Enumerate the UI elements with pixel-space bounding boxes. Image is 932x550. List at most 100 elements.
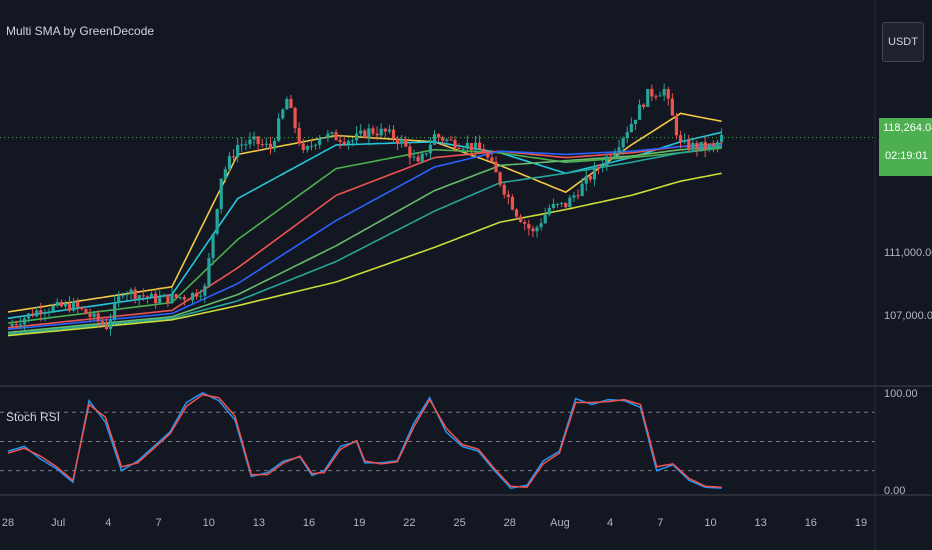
candle-body[interactable] bbox=[699, 141, 703, 150]
candle-body[interactable] bbox=[543, 214, 547, 224]
candle-body[interactable] bbox=[687, 140, 691, 150]
candle-body[interactable] bbox=[244, 144, 248, 146]
candle-body[interactable] bbox=[547, 208, 551, 215]
candle-body[interactable] bbox=[178, 297, 182, 299]
sma-line-8[interactable] bbox=[7, 172, 722, 337]
candle-body[interactable] bbox=[231, 156, 236, 158]
candle-body[interactable] bbox=[395, 138, 400, 144]
candle-body[interactable] bbox=[646, 89, 650, 107]
candle-body[interactable] bbox=[313, 144, 318, 146]
candle-body[interactable] bbox=[560, 202, 564, 204]
candle-body[interactable] bbox=[121, 295, 125, 297]
candle-body[interactable] bbox=[22, 318, 27, 325]
candle-body[interactable] bbox=[108, 319, 113, 330]
candle-body[interactable] bbox=[39, 310, 43, 314]
candle-body[interactable] bbox=[92, 313, 96, 317]
candle-body[interactable] bbox=[609, 156, 613, 158]
sma-line-3[interactable] bbox=[7, 147, 722, 324]
candle-body[interactable] bbox=[326, 133, 330, 138]
candle-body[interactable] bbox=[564, 202, 568, 208]
candle-body[interactable] bbox=[424, 153, 428, 155]
candle-body[interactable] bbox=[568, 197, 572, 208]
candle-body[interactable] bbox=[162, 294, 166, 298]
candle-body[interactable] bbox=[322, 137, 326, 139]
candle-body[interactable] bbox=[510, 196, 515, 210]
candle-body[interactable] bbox=[35, 310, 39, 317]
candle-body[interactable] bbox=[14, 324, 18, 326]
candle-body[interactable] bbox=[141, 295, 145, 297]
candle-body[interactable] bbox=[387, 129, 391, 132]
candle-body[interactable] bbox=[305, 146, 309, 150]
candle-body[interactable] bbox=[691, 142, 695, 150]
candle-body[interactable] bbox=[473, 142, 478, 151]
candle-body[interactable] bbox=[350, 140, 355, 142]
candle-body[interactable] bbox=[383, 128, 387, 132]
candle-body[interactable] bbox=[227, 156, 232, 170]
candle-body[interactable] bbox=[617, 147, 621, 153]
candle-body[interactable] bbox=[190, 292, 195, 301]
candle-body[interactable] bbox=[113, 302, 117, 320]
candle-body[interactable] bbox=[67, 303, 72, 311]
candle-body[interactable] bbox=[650, 89, 654, 97]
candle-body[interactable] bbox=[469, 143, 474, 151]
candle-body[interactable] bbox=[428, 144, 432, 154]
candle-body[interactable] bbox=[289, 98, 293, 108]
candle-body[interactable] bbox=[555, 203, 560, 205]
candle-body[interactable] bbox=[531, 228, 535, 232]
candle-body[interactable] bbox=[420, 153, 424, 162]
candle-body[interactable] bbox=[572, 195, 576, 198]
candle-body[interactable] bbox=[346, 141, 350, 144]
candle-body[interactable] bbox=[482, 148, 486, 154]
candle-body[interactable] bbox=[72, 301, 76, 311]
candle-body[interactable] bbox=[104, 324, 109, 330]
candle-body[interactable] bbox=[88, 313, 92, 317]
candle-body[interactable] bbox=[301, 143, 305, 150]
candle-body[interactable] bbox=[256, 136, 260, 145]
candle-body[interactable] bbox=[309, 145, 314, 147]
candle-body[interactable] bbox=[236, 144, 240, 158]
price-pane[interactable] bbox=[0, 83, 875, 337]
candle-body[interactable] bbox=[18, 324, 22, 326]
candle-body[interactable] bbox=[629, 124, 633, 133]
indicator-title[interactable]: Multi SMA by GreenDecode bbox=[6, 24, 155, 38]
candle-body[interactable] bbox=[248, 139, 252, 145]
candle-body[interactable] bbox=[174, 294, 178, 298]
candle-body[interactable] bbox=[379, 128, 383, 136]
candle-body[interactable] bbox=[486, 153, 490, 158]
candle-body[interactable] bbox=[457, 148, 461, 150]
candle-body[interactable] bbox=[199, 295, 203, 297]
candle-body[interactable] bbox=[432, 134, 437, 145]
candle-body[interactable] bbox=[268, 143, 273, 149]
candle-body[interactable] bbox=[55, 301, 59, 306]
candle-body[interactable] bbox=[129, 289, 133, 295]
candle-body[interactable] bbox=[621, 138, 625, 148]
candle-body[interactable] bbox=[502, 184, 506, 195]
candle-body[interactable] bbox=[519, 216, 523, 223]
candle-body[interactable] bbox=[80, 307, 84, 310]
candle-body[interactable] bbox=[371, 128, 375, 134]
candle-body[interactable] bbox=[715, 142, 720, 146]
candle-body[interactable] bbox=[445, 139, 449, 141]
candle-body[interactable] bbox=[400, 139, 404, 144]
candle-body[interactable] bbox=[166, 294, 170, 303]
candle-body[interactable] bbox=[683, 140, 687, 143]
candle-body[interactable] bbox=[158, 297, 162, 304]
candle-body[interactable] bbox=[211, 233, 215, 258]
candle-body[interactable] bbox=[576, 195, 580, 197]
candle-body[interactable] bbox=[59, 301, 63, 307]
candle-body[interactable] bbox=[441, 137, 445, 141]
candle-body[interactable] bbox=[186, 299, 191, 301]
candle-body[interactable] bbox=[96, 313, 100, 322]
candle-body[interactable] bbox=[670, 98, 674, 116]
candle-body[interactable] bbox=[478, 142, 482, 149]
candle-body[interactable] bbox=[100, 321, 104, 325]
candle-body[interactable] bbox=[182, 297, 186, 300]
candle-body[interactable] bbox=[117, 296, 121, 303]
candle-body[interactable] bbox=[281, 109, 285, 119]
candle-body[interactable] bbox=[453, 140, 457, 149]
candle-body[interactable] bbox=[240, 144, 244, 146]
candle-body[interactable] bbox=[26, 313, 31, 319]
candle-body[interactable] bbox=[359, 130, 363, 134]
candle-body[interactable] bbox=[363, 130, 367, 138]
candle-body[interactable] bbox=[551, 204, 556, 209]
